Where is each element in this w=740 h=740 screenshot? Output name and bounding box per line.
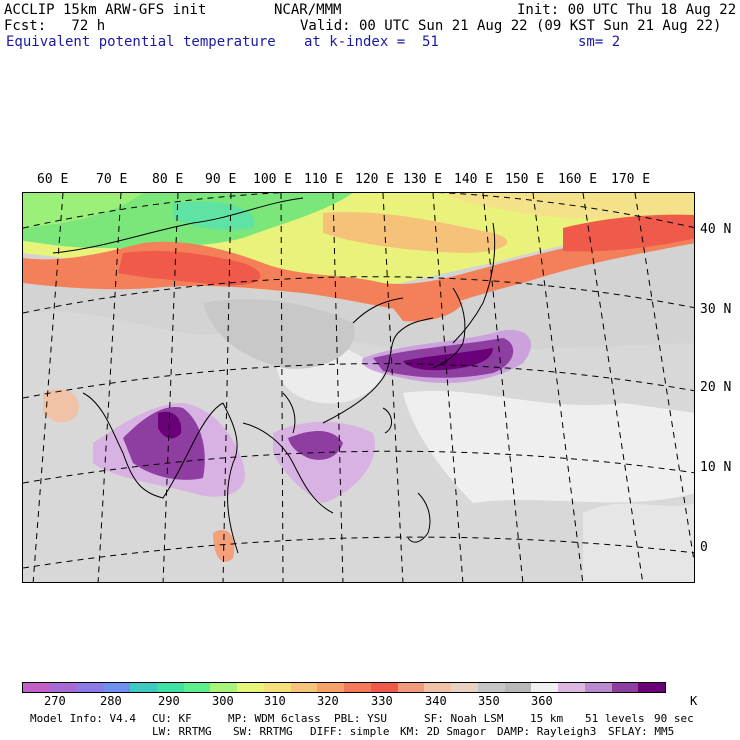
colorbar-label: 350 [478, 694, 500, 708]
footer-item: SW: RRTMG [233, 725, 293, 738]
lon-label: 70 E [96, 172, 128, 187]
colorbar-swatch [477, 683, 505, 692]
colorbar-swatch [558, 683, 585, 692]
colorbar-swatch [263, 683, 291, 692]
lon-label: 170 E [611, 172, 651, 187]
colorbar-swatch [317, 683, 344, 692]
colorbar-label: 340 [425, 694, 447, 708]
lat-label: 20 N [700, 380, 732, 395]
model-title: ACCLIP 15km ARW-GFS init [4, 2, 207, 18]
field-name: Equivalent potential temperature [6, 34, 276, 50]
footer-item: SF: Noah LSM [424, 712, 504, 725]
forecast-hour: Fcst: 72 h [4, 18, 106, 34]
lat-label: 10 N [700, 460, 732, 475]
lat-label: 30 N [700, 302, 732, 317]
footer-item: 90 sec [654, 712, 694, 725]
footer-item: KM: 2D Smagor [400, 725, 487, 738]
valid-time: Valid: 00 UTC Sun 21 Aug 22 (09 KST Sun … [300, 18, 722, 34]
colorbar-swatch [290, 683, 318, 692]
colorbar-label: 360 [531, 694, 553, 708]
footer-item: DAMP: Rayleigh3 [497, 725, 597, 738]
footer-item: LW: RRTMG [152, 725, 212, 738]
colorbar-swatch [237, 683, 264, 692]
footer-item: 51 levels [585, 712, 645, 725]
colorbar-swatch [76, 683, 104, 692]
footer-item: PBL: YSU [334, 712, 387, 725]
colorbar-swatch [370, 683, 398, 692]
footer-item: SFLAY: MM5 [608, 725, 675, 738]
k-index: at k-index = 51 [304, 34, 439, 50]
colorbar-swatch [49, 683, 77, 692]
lon-label: 100 E [253, 172, 293, 187]
smoothing: sm= 2 [578, 34, 621, 50]
colorbar-swatch [638, 683, 665, 692]
footer-item: 15 km [530, 712, 564, 725]
colorbar-label: 320 [317, 694, 339, 708]
colorbar-swatch [531, 683, 558, 692]
footer-item: MP: WDM 6class [228, 712, 321, 725]
colorbar-swatch [130, 683, 157, 692]
colorbar-label: 270 [44, 694, 66, 708]
colorbar-label: 280 [100, 694, 122, 708]
map-canvas [23, 193, 694, 582]
footer-item: Model Info: V4.4 [30, 712, 136, 725]
org-label: NCAR/MMM [274, 2, 342, 18]
colorbar-swatch [504, 683, 532, 692]
lon-label: 80 E [152, 172, 184, 187]
colorbar-label: 290 [158, 694, 180, 708]
init-time: Init: 00 UTC Thu 18 Aug 22 [517, 2, 737, 18]
colorbar-swatch [451, 683, 478, 692]
colorbar-swatch [344, 683, 371, 692]
colorbar-unit: K [690, 694, 698, 708]
theta-e-map [22, 192, 695, 583]
lon-label: 150 E [505, 172, 545, 187]
lat-label: 40 N [700, 222, 732, 237]
colorbar-swatch [397, 683, 425, 692]
colorbar-swatch [156, 683, 184, 692]
colorbar-swatch [611, 683, 639, 692]
colorbar-swatch [424, 683, 451, 692]
lon-label: 160 E [558, 172, 598, 187]
lon-label: 140 E [454, 172, 494, 187]
colorbar-label: 310 [264, 694, 286, 708]
lat-label: 0 [700, 540, 708, 555]
colorbar [22, 682, 666, 693]
colorbar-swatch [23, 683, 50, 692]
colorbar-swatch [183, 683, 211, 692]
lon-label: 130 E [403, 172, 443, 187]
colorbar-swatch [103, 683, 130, 692]
footer-item: DIFF: simple [310, 725, 390, 738]
lon-label: 90 E [205, 172, 237, 187]
colorbar-label: 300 [212, 694, 234, 708]
colorbar-label: 330 [371, 694, 393, 708]
lon-label: 60 E [37, 172, 69, 187]
footer-item: CU: KF [152, 712, 192, 725]
lon-label: 120 E [355, 172, 395, 187]
colorbar-swatch [210, 683, 237, 692]
lon-label: 110 E [304, 172, 344, 187]
colorbar-swatch [584, 683, 612, 692]
